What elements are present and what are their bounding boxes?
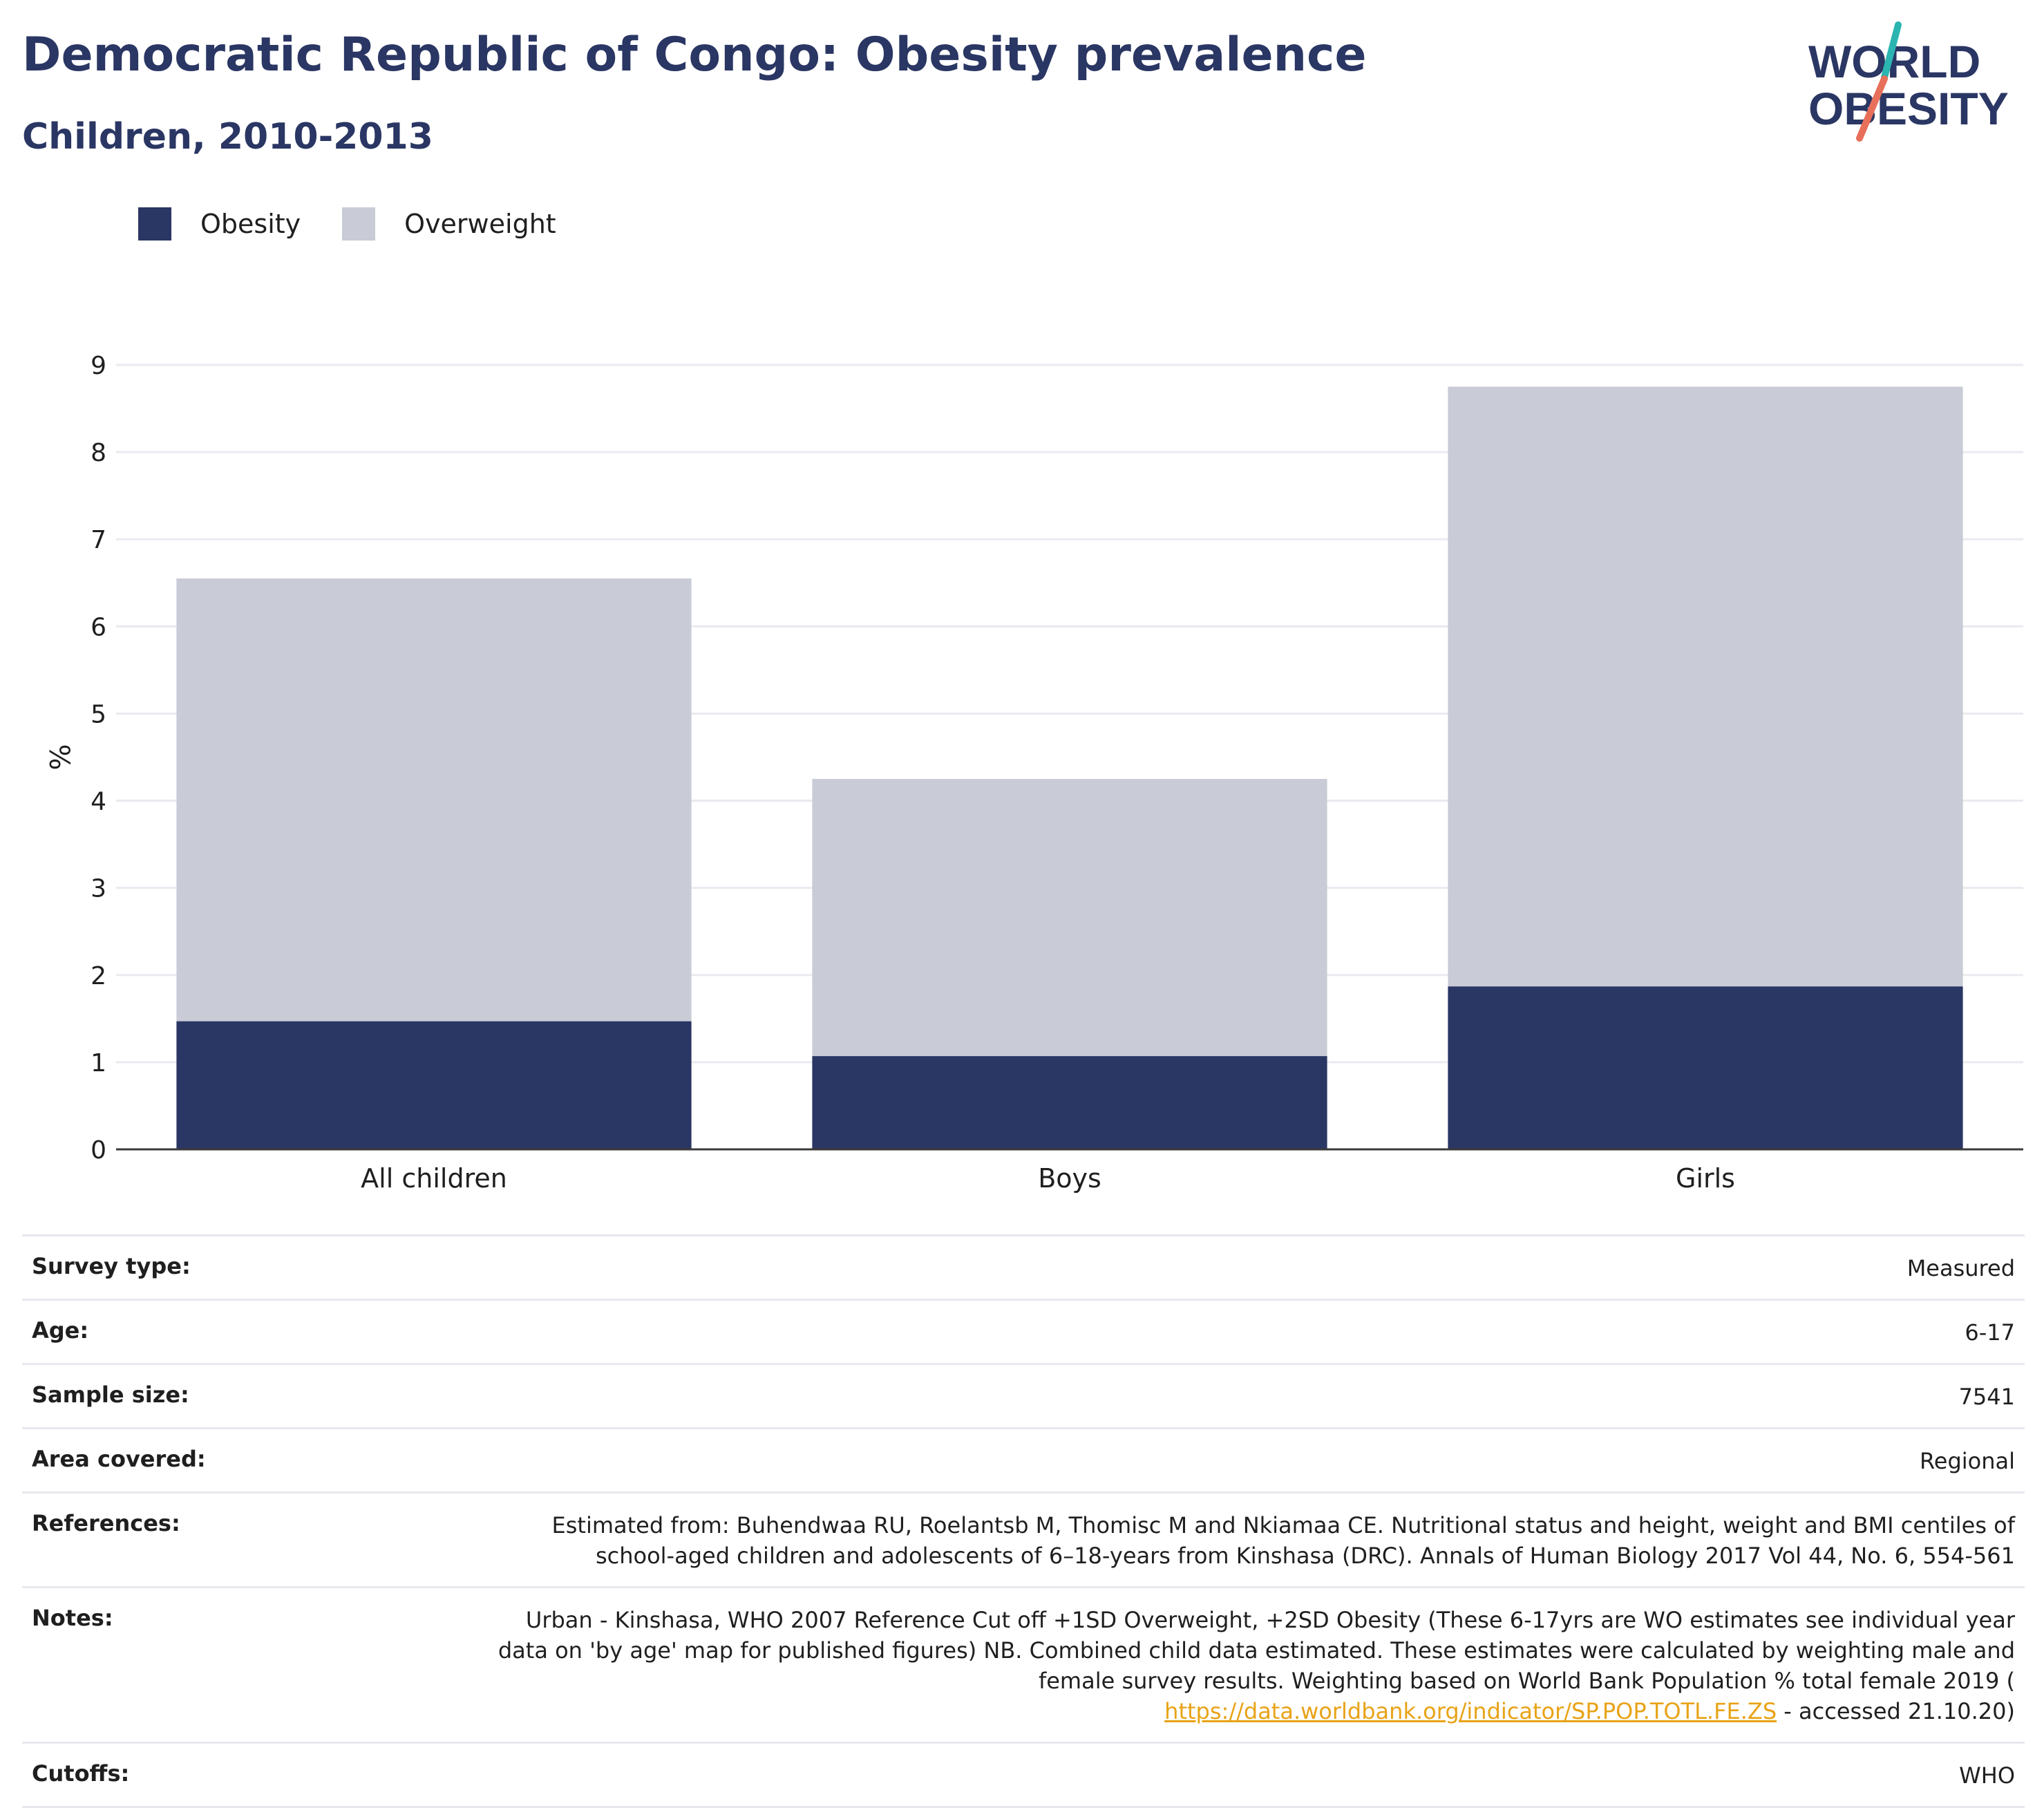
logo-slash-coral xyxy=(1856,75,1888,142)
info-value: WHO xyxy=(1959,1762,2015,1789)
info-key: References: xyxy=(32,1510,180,1536)
info-value-line: https://data.worldbank.org/indicator/SP.… xyxy=(498,1696,2015,1726)
legend-label-overweight: Overweight xyxy=(404,209,556,239)
bar-overweight-girls xyxy=(1448,386,1963,987)
info-row: Sample size: 7541 xyxy=(22,1363,2025,1427)
info-value: 7541 xyxy=(1958,1384,2015,1410)
info-value-line: school-aged children and adolescents of … xyxy=(595,1543,2015,1569)
bar-obesity-girls xyxy=(1448,986,1963,1149)
info-value: 6-17 xyxy=(1965,1319,2015,1346)
x-tick-label: Boys xyxy=(1038,1163,1101,1194)
y-axis-title: % xyxy=(43,744,75,770)
y-tick-label: 5 xyxy=(91,700,106,728)
info-row: Age: 6-17 xyxy=(22,1299,2025,1363)
info-value-line: female survey results. Weighting based o… xyxy=(1038,1668,2015,1694)
y-tick-label: 4 xyxy=(91,788,106,816)
info-key: Cutoffs: xyxy=(32,1760,130,1787)
y-tick-label: 9 xyxy=(91,352,106,380)
info-value: Regional xyxy=(1919,1448,2015,1474)
legend-swatch-overweight xyxy=(342,207,376,241)
logo-slash-teal xyxy=(1881,21,1902,81)
info-value: Measured xyxy=(1906,1255,2015,1281)
bar-obesity-boys xyxy=(812,1056,1327,1149)
y-tick-label: 6 xyxy=(91,613,106,641)
legend-label-obesity: Obesity xyxy=(200,209,301,239)
y-tick-label: 2 xyxy=(91,962,106,990)
chart-legend: Obesity Overweight xyxy=(138,206,598,242)
bar-overweight-all-children xyxy=(176,578,692,1021)
info-value-line: data on 'by age' map for published figur… xyxy=(498,1637,2015,1664)
y-tick-label: 0 xyxy=(91,1136,106,1165)
logo-text-obesity: OBESITY xyxy=(1808,83,2009,134)
info-row: Cutoffs: WHO xyxy=(22,1742,2025,1808)
info-key: Age: xyxy=(32,1317,89,1344)
page-subtitle: Children, 2010-2013 xyxy=(22,116,433,158)
info-row: Area covered: Regional xyxy=(22,1427,2025,1491)
link-suffix: - accessed 21.10.20) xyxy=(1777,1698,2015,1724)
page-title: Democratic Republic of Congo: Obesity pr… xyxy=(22,28,1367,82)
legend-item-obesity[interactable]: Obesity xyxy=(138,207,301,241)
bar-overweight-boys xyxy=(812,779,1327,1057)
info-key: Area covered: xyxy=(32,1446,206,1472)
info-value-line: Estimated from: Buhendwaa RU, Roelantsb … xyxy=(551,1512,2015,1538)
y-tick-label: 7 xyxy=(91,526,106,554)
x-tick-label: Girls xyxy=(1676,1163,1735,1194)
worldbank-link[interactable]: https://data.worldbank.org/indicator/SP.… xyxy=(1164,1698,1777,1724)
info-row: Survey type: Measured xyxy=(22,1234,2025,1299)
info-value: Urban - Kinshasa, WHO 2007 Reference Cut… xyxy=(498,1605,2015,1726)
bar-obesity-all-children xyxy=(176,1021,692,1149)
info-key: Notes: xyxy=(32,1605,113,1631)
y-tick-label: 3 xyxy=(91,875,106,903)
info-row: Notes: Urban - Kinshasa, WHO 2007 Referen… xyxy=(22,1586,2025,1742)
legend-item-overweight[interactable]: Overweight xyxy=(342,207,556,241)
legend-swatch-obesity xyxy=(138,207,171,241)
world-obesity-logo: WORLD OBESITY xyxy=(1808,21,2009,142)
info-key: Sample size: xyxy=(32,1382,189,1408)
x-tick-label: All children xyxy=(361,1163,507,1194)
info-value: Estimated from: Buhendwaa RU, Roelantsb … xyxy=(552,1510,2015,1571)
info-row: References: Estimated from: Buhendwaa RU,… xyxy=(22,1491,2025,1586)
bar-chart: 0 1 2 3 4 5 6 7 8 9% All children Boys Girls xyxy=(43,352,2023,1194)
info-value-line: Urban - Kinshasa, WHO 2007 Reference Cut… xyxy=(525,1607,2015,1633)
info-key: Survey type: xyxy=(32,1253,191,1279)
y-tick-label: 8 xyxy=(91,439,106,467)
survey-info-table: Survey type: Measured Age: 6-17 Sample size:… xyxy=(22,1234,2025,1808)
y-tick-label: 1 xyxy=(91,1049,106,1077)
